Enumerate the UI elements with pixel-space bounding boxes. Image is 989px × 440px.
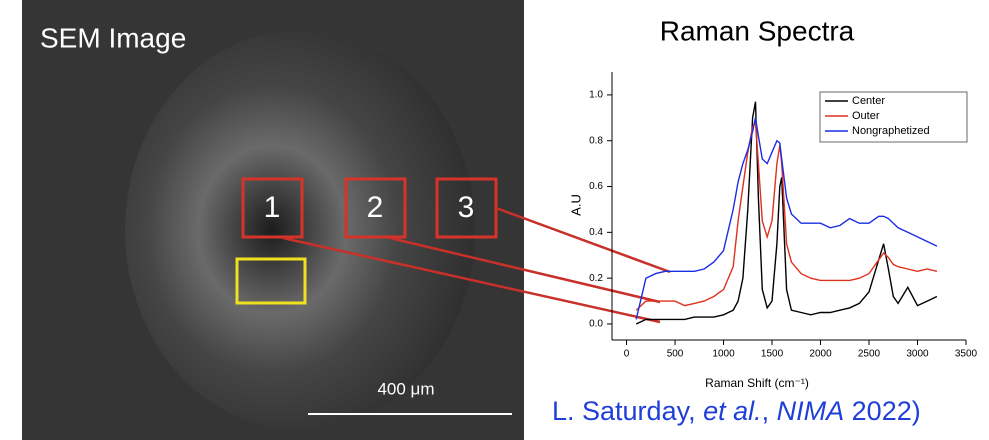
- x-tick-label: 2000: [809, 349, 832, 360]
- citation-journal: NIMA: [777, 396, 845, 426]
- legend-label: Nongraphetized: [852, 125, 930, 137]
- chart-title: Raman Spectra: [660, 15, 855, 46]
- figure: SEM Image 1 2 3 400 μm Raman Spectra Ram…: [0, 0, 989, 440]
- x-tick-label: 2500: [858, 349, 881, 360]
- x-axis-label: Raman Shift (cm⁻¹): [705, 376, 809, 390]
- citation-sep: ,: [762, 396, 777, 426]
- scale-label: 400 μm: [377, 379, 434, 398]
- x-tick-label: 1500: [761, 349, 784, 360]
- y-tick-label: 0.6: [589, 181, 603, 192]
- sem-crater: [125, 30, 475, 430]
- x-tick-label: 500: [667, 349, 684, 360]
- x-tick-label: 0: [624, 349, 630, 360]
- sem-title: SEM Image: [40, 22, 186, 53]
- x-tick-label: 3000: [906, 349, 929, 360]
- region-label: 3: [458, 191, 475, 224]
- region-label: 2: [367, 191, 384, 224]
- region-label: 1: [264, 191, 281, 224]
- legend-label: Outer: [852, 110, 880, 122]
- citation-year: 2022): [844, 396, 921, 426]
- y-tick-label: 0.0: [589, 319, 603, 330]
- citation-etal: et al.: [703, 396, 762, 426]
- page: SEM Image 1 2 3 400 μm Raman Spectra Ram…: [0, 0, 989, 440]
- legend-label: Center: [852, 95, 885, 107]
- x-tick-label: 3500: [955, 349, 978, 360]
- y-tick-label: 1.0: [589, 90, 603, 101]
- x-tick-label: 1000: [712, 349, 735, 360]
- y-tick-label: 0.8: [589, 135, 603, 146]
- y-tick-label: 0.2: [589, 273, 603, 284]
- y-axis-label: A.U: [568, 194, 583, 216]
- citation: L. Saturday, et al., NIMA 2022): [552, 396, 921, 427]
- y-tick-label: 0.4: [589, 227, 603, 238]
- citation-author: L. Saturday,: [552, 396, 703, 426]
